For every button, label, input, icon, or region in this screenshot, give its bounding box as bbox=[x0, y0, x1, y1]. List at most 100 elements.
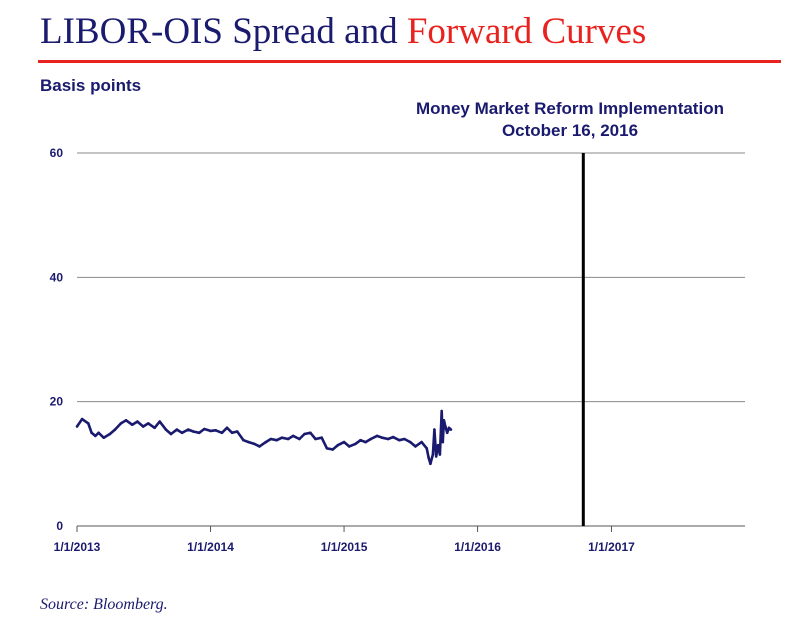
data-point bbox=[90, 431, 93, 435]
data-point bbox=[436, 443, 440, 447]
x-tick-label: 1/1/2017 bbox=[588, 540, 635, 554]
y-tick-label: 20 bbox=[50, 395, 64, 409]
data-point bbox=[441, 440, 445, 444]
event-annotation: Money Market Reform Implementation Octob… bbox=[390, 98, 750, 142]
data-point bbox=[220, 431, 224, 435]
data-point bbox=[303, 432, 306, 436]
data-point bbox=[197, 431, 201, 435]
title-part-accent: Forward Curves bbox=[406, 11, 647, 52]
source-note: Source: Bloomberg. bbox=[40, 596, 168, 613]
data-point bbox=[438, 453, 442, 456]
data-point bbox=[314, 437, 317, 441]
data-point bbox=[347, 445, 351, 448]
data-point bbox=[253, 442, 256, 446]
data-point bbox=[445, 431, 449, 435]
data-point bbox=[214, 429, 217, 432]
data-point bbox=[147, 422, 150, 425]
data-point bbox=[113, 428, 117, 431]
data-point bbox=[230, 431, 234, 435]
data-point bbox=[425, 447, 429, 450]
data-point bbox=[380, 436, 384, 440]
data-point bbox=[298, 437, 301, 441]
data-point bbox=[258, 445, 261, 448]
data-point bbox=[336, 443, 340, 447]
data-point bbox=[269, 437, 273, 441]
data-point bbox=[80, 417, 84, 421]
data-point bbox=[386, 437, 390, 441]
data-point bbox=[447, 426, 451, 430]
data-point bbox=[431, 453, 435, 456]
data-point bbox=[203, 427, 206, 431]
data-point bbox=[209, 429, 212, 433]
series-line-libor-ois bbox=[75, 409, 452, 466]
data-point bbox=[309, 431, 312, 435]
data-point bbox=[375, 434, 379, 438]
data-point bbox=[286, 437, 290, 441]
data-point bbox=[242, 438, 245, 442]
data-point bbox=[369, 437, 373, 441]
data-point bbox=[440, 409, 444, 413]
data-point bbox=[359, 438, 362, 442]
data-point bbox=[442, 419, 446, 422]
data-point bbox=[247, 440, 250, 444]
x-tick-label: 1/1/2015 bbox=[321, 540, 368, 554]
data-point bbox=[164, 428, 168, 431]
data-point bbox=[391, 435, 395, 439]
data-point bbox=[275, 438, 279, 442]
data-point bbox=[427, 456, 430, 459]
data-point bbox=[153, 426, 156, 430]
data-point bbox=[342, 440, 346, 444]
data-point bbox=[75, 425, 79, 428]
data-point bbox=[186, 428, 190, 431]
data-point bbox=[433, 428, 436, 431]
y-axis-label: Basis points bbox=[40, 76, 142, 95]
data-point bbox=[403, 437, 406, 441]
data-point bbox=[280, 436, 284, 440]
data-point bbox=[175, 428, 179, 431]
data-point bbox=[94, 434, 97, 438]
data-point bbox=[320, 436, 324, 440]
data-point bbox=[169, 432, 173, 436]
data-point bbox=[354, 442, 357, 446]
event-label-line1: Money Market Reform Implementation bbox=[416, 99, 724, 118]
data-point bbox=[409, 440, 412, 444]
y-tick-label: 0 bbox=[56, 519, 63, 533]
data-point bbox=[331, 448, 335, 451]
data-point bbox=[102, 436, 105, 440]
data-point bbox=[420, 440, 423, 444]
data-point bbox=[141, 425, 145, 428]
data-point bbox=[444, 425, 447, 428]
data-point bbox=[108, 432, 112, 436]
data-point bbox=[414, 445, 417, 448]
data-point bbox=[291, 434, 295, 438]
data-point bbox=[87, 422, 90, 425]
data-point bbox=[449, 428, 453, 431]
data-point bbox=[158, 420, 161, 423]
page-title: LIBOR-OIS Spread and Forward Curves bbox=[40, 10, 646, 54]
data-point bbox=[325, 447, 329, 450]
data-point bbox=[398, 438, 401, 442]
y-tick-label: 40 bbox=[50, 270, 64, 284]
data-point bbox=[136, 420, 139, 423]
data-point bbox=[180, 431, 184, 435]
title-underline bbox=[38, 60, 781, 63]
data-point bbox=[124, 419, 128, 422]
data-point bbox=[192, 430, 195, 433]
data-point bbox=[97, 431, 100, 435]
event-label-line2: October 16, 2016 bbox=[501, 121, 639, 140]
series-points bbox=[75, 409, 453, 466]
data-point bbox=[235, 430, 239, 433]
x-tick-label: 1/1/2013 bbox=[54, 540, 101, 554]
data-point bbox=[225, 426, 229, 430]
x-tick-label: 1/1/2016 bbox=[454, 540, 501, 554]
data-point bbox=[119, 422, 123, 425]
data-point bbox=[429, 462, 432, 466]
data-point bbox=[130, 423, 134, 427]
title-part-main: LIBOR-OIS Spread and bbox=[40, 11, 407, 52]
x-tick-label: 1/1/2014 bbox=[187, 540, 234, 554]
data-point bbox=[434, 455, 438, 458]
data-point bbox=[364, 440, 367, 444]
data-point bbox=[264, 440, 268, 444]
y-tick-label: 60 bbox=[50, 146, 64, 160]
